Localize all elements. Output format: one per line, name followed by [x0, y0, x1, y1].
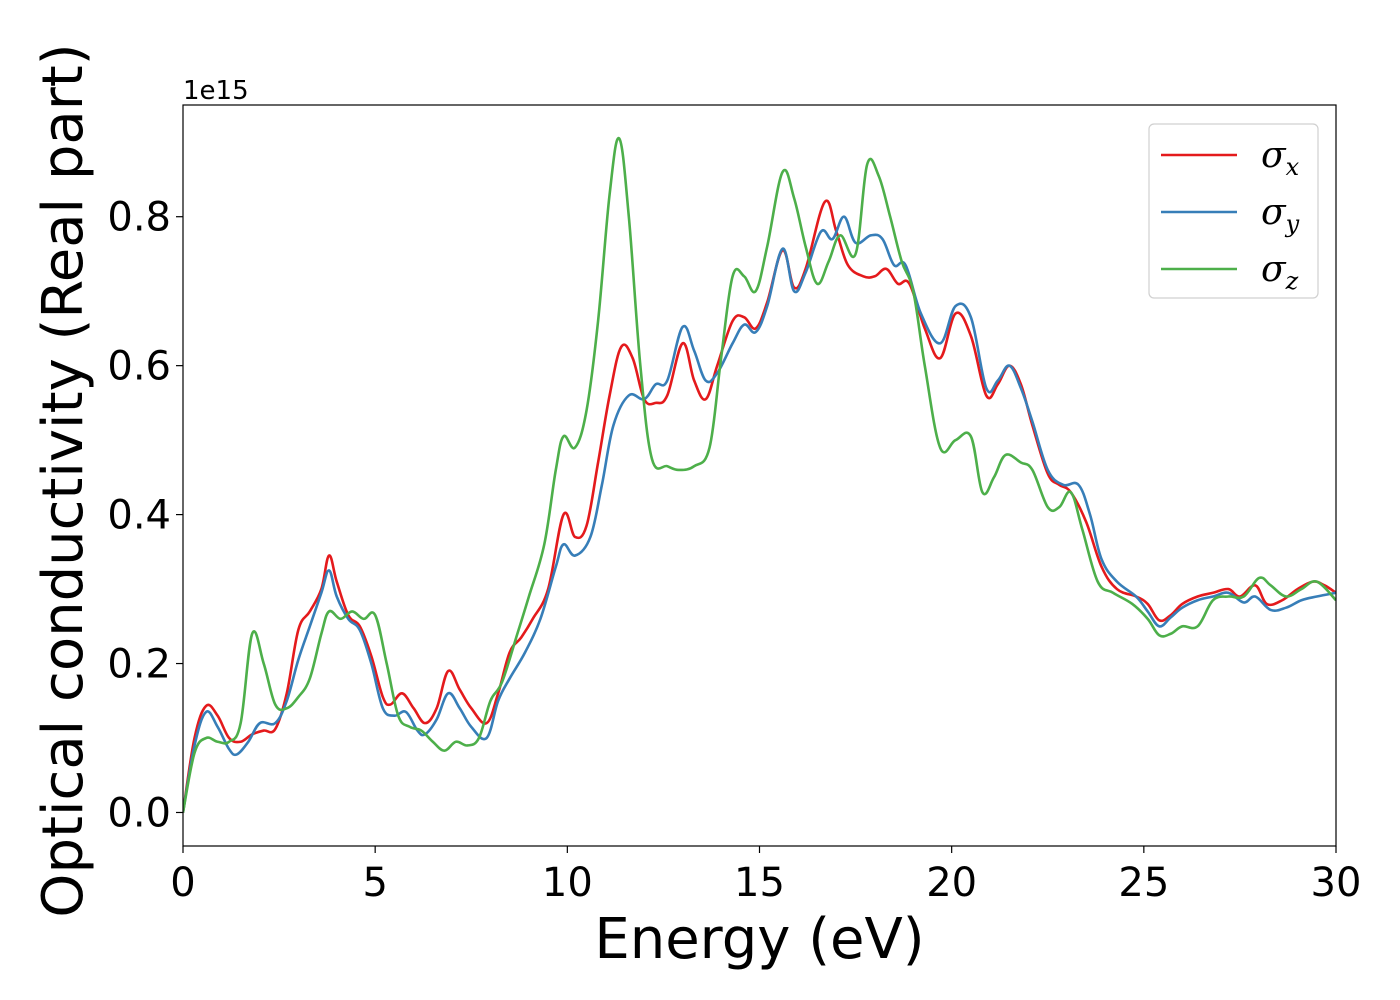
y-tick-label: 0.0 [107, 790, 171, 836]
series-layer [183, 136, 1336, 813]
legend-label-y: σy [1261, 192, 1300, 238]
x-axis-label: Energy (eV) [594, 907, 924, 972]
legend-label-x: σx [1261, 135, 1300, 181]
x-axis: 0 5 10 15 20 25 30 [170, 846, 1361, 906]
x-tick-label: 30 [1311, 860, 1362, 906]
y-tick-label: 0.8 [107, 195, 171, 241]
x-tick-label: 10 [542, 860, 593, 906]
y-axis: 0.0 0.2 0.4 0.6 0.8 [107, 195, 183, 836]
y-offset-text: 1e15 [183, 76, 249, 106]
y-axis-label: Optical conductivity (Real part) [31, 43, 96, 917]
x-tick-label: 0 [170, 860, 195, 906]
series-line-y [183, 215, 1336, 813]
y-tick-label: 0.4 [107, 493, 171, 539]
x-tick-label: 25 [1118, 860, 1169, 906]
x-tick-label: 20 [926, 860, 977, 906]
x-tick-label: 15 [734, 860, 785, 906]
y-tick-label: 0.2 [107, 642, 171, 688]
y-tick-label: 0.6 [107, 344, 171, 390]
legend-label-z: σz [1261, 249, 1299, 295]
x-tick-label: 5 [362, 860, 387, 906]
legend: σx σy σz [1148, 123, 1319, 299]
series-line-x [183, 199, 1336, 813]
series-line-z [183, 136, 1336, 813]
